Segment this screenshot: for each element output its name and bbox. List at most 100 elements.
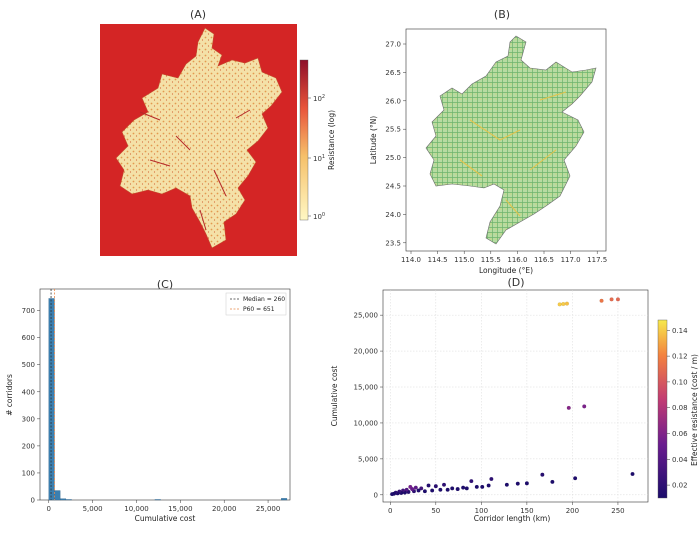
panel-d: (D) 0 50 100 150 200 250 0 5,000 10,000 15,000 20,… [330,276,699,523]
panel-d-x-tick-label: 200 [566,507,579,515]
panel-d-point [615,297,620,302]
panel-d-point [489,477,494,482]
panel-d-y-tick-label: 5,000 [358,455,378,463]
panel-a-colorbar-tick-label: 101 [313,154,325,163]
panel-c-x-tick-label: 5,000 [83,505,103,513]
panel-c-y-tick-label: 100 [22,469,35,477]
panel-d-colorbar-tick-label: 0.02 [672,482,688,490]
panel-b-x-tick-label: 114.5 [428,256,448,264]
panel-d-point [433,484,438,489]
panel-c-y-tick-label: 0 [31,497,35,505]
panel-c-bar [65,499,72,501]
panel-d-point [426,483,431,488]
panel-c-bar [60,498,67,501]
panel-d-point [461,485,466,490]
panel-d-y-tick-label: 20,000 [354,348,379,356]
panel-b-x-tick-label: 115.0 [454,256,474,264]
panel-c-y-tick-label: 500 [22,361,35,369]
panel-d-point [422,489,427,494]
panel-c-ylabel: # corridors [5,374,14,416]
panel-c-title: (C) [157,278,173,291]
panel-d-y-tick-label: 0 [374,491,378,499]
panel-c-axes [39,288,291,501]
panel-c-x-tick-label: 25,000 [256,505,281,513]
panel-d-colorbar [657,319,668,499]
panel-d-colorbar-tick-label: 0.10 [672,378,688,386]
panel-a-region-shape [115,27,283,249]
panel-d-x-tick-label: 250 [611,507,624,515]
panel-d-point [550,479,555,484]
panel-d-x-tick-label: 150 [520,507,533,515]
panel-d-point [582,404,587,409]
panel-d-points [390,297,635,497]
panel-b-x-tick-label: 117.0 [561,256,581,264]
panel-b-xlabel: Longitude (°E) [479,266,533,275]
panel-c-x-tick-label: 15,000 [168,505,193,513]
panel-b-y-tick-label: 24.5 [385,183,401,191]
panel-d-point [419,486,424,491]
panel-d-xlabel: Corridor length (km) [474,514,551,523]
panel-b-x-tick-label: 114.0 [401,256,421,264]
panel-c-bar [154,499,161,501]
panel-b-x-tick-label: 116.5 [534,256,554,264]
panel-d-point [416,488,421,493]
panel-b-x-tick-label: 115.5 [481,256,501,264]
panel-c-ticks: 0 5,000 10,000 15,000 20,000 25,000 0 100 200 300… [22,307,281,513]
panel-c-bar [281,498,288,501]
panel-d-point [524,481,529,486]
panel-d-title: (D) [507,276,524,289]
panel-c-xlabel: Cumulative cost [135,514,196,523]
panel-b-y-tick-label: 25.0 [385,154,401,162]
panel-d-colorbar-tick-label: 0.04 [672,456,688,464]
panel-d-point [630,471,635,476]
panel-d-point [561,302,566,307]
panel-d-point [486,483,491,488]
panel-a-colorbar [299,59,309,221]
panel-d-y-tick-label: 10,000 [354,419,379,427]
panel-d-point [564,301,569,306]
panel-a-title: (A) [190,8,206,21]
panel-d-point [599,298,604,303]
panel-b-corridor-network [425,35,597,245]
panel-d-point [445,487,450,492]
panel-c-y-tick-label: 700 [22,307,35,315]
panel-d-y-tick-label: 15,000 [354,384,379,392]
panel-d-point [413,485,418,490]
panel-d-point [442,482,447,487]
panel-b-y-tick-label: 24.0 [385,211,401,219]
panel-b-x-ticks: 114.0 114.5 115.0 115.5 116.0 116.5 117.0 117.5 [401,251,607,264]
panel-d-point [408,484,413,489]
panel-b-ylabel: Latitude (°N) [369,116,378,165]
panel-b-corridor-highlights [459,91,567,217]
panel-c-x-tick-label: 10,000 [124,505,149,513]
panel-b-title: (B) [494,8,510,21]
panel-a: (A) 102 101 100 Resistance (log) [100,8,336,256]
panel-d-point [504,482,509,487]
panel-d-colorbar-label: Effective resistance (cost / m) [690,354,699,466]
panel-c: (C) 0 5,000 10,000 15,000 20,000 25,000 0 100 20… [5,278,291,523]
panel-d-point [474,484,479,489]
panel-c-x-tick-label: 0 [47,505,51,513]
panel-b-y-ticks: 27.0 26.5 26.0 25.5 25.0 24.5 24.0 23.5 [385,41,406,247]
panel-d-point [438,487,443,492]
panel-a-colorbar-ticks: 102 101 100 [308,94,325,221]
panel-d-point [390,492,395,497]
panel-c-bar [48,298,55,501]
panel-d-colorbar-tick-label: 0.14 [672,327,688,335]
panel-d-point [480,484,485,489]
panel-a-colorbar-label: Resistance (log) [327,110,336,170]
panel-d-colorbar-ticks: 0.14 0.12 0.10 0.08 0.06 0.04 0.02 [667,327,688,490]
panel-c-legend-p60: P60 = 651 [243,306,275,313]
panel-d-point [566,405,571,410]
panel-d-ylabel: Cumulative cost [330,366,339,427]
panel-d-point [540,472,545,477]
panel-d-colorbar-tick-label: 0.06 [672,430,688,438]
panel-d-point [450,486,455,491]
panel-d-point [515,481,520,486]
panel-d-point [469,479,474,484]
panel-c-y-tick-label: 600 [22,334,35,342]
panel-b-y-tick-label: 26.0 [385,97,401,105]
panel-b-y-tick-label: 25.5 [385,126,401,134]
panel-d-grid: 0 50 100 150 200 250 0 5,000 10,000 15,000 20,000 2… [354,290,648,515]
